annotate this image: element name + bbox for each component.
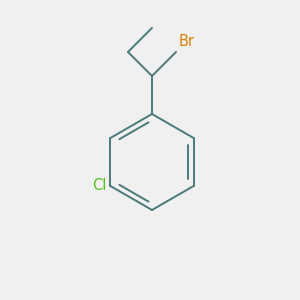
Text: Br: Br: [179, 34, 195, 49]
Text: Cl: Cl: [92, 178, 106, 194]
